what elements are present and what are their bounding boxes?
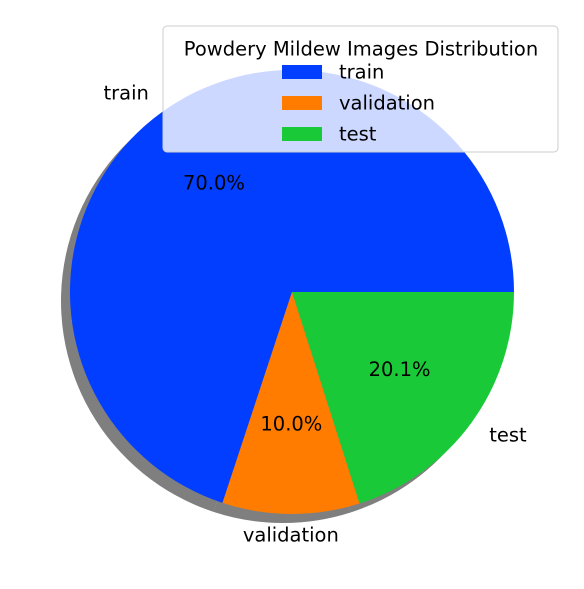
legend: Powdery Mildew Images Distribution train…	[163, 26, 558, 152]
legend-label-test: test	[339, 123, 377, 146]
legend-swatch-train	[282, 65, 322, 79]
slice-pct-train: 70.0%	[183, 172, 245, 195]
legend-swatch-validation	[282, 96, 322, 110]
legend-label-validation: validation	[339, 92, 435, 115]
slice-label-validation: validation	[243, 524, 339, 547]
slice-pct-test: 20.1%	[369, 358, 431, 381]
slice-label-train: train	[104, 82, 149, 105]
slice-pct-validation: 10.0%	[260, 413, 322, 436]
slice-label-test: test	[489, 424, 527, 447]
legend-swatch-test	[282, 127, 322, 141]
legend-label-train: train	[339, 61, 384, 84]
legend-title: Powdery Mildew Images Distribution	[184, 38, 538, 61]
